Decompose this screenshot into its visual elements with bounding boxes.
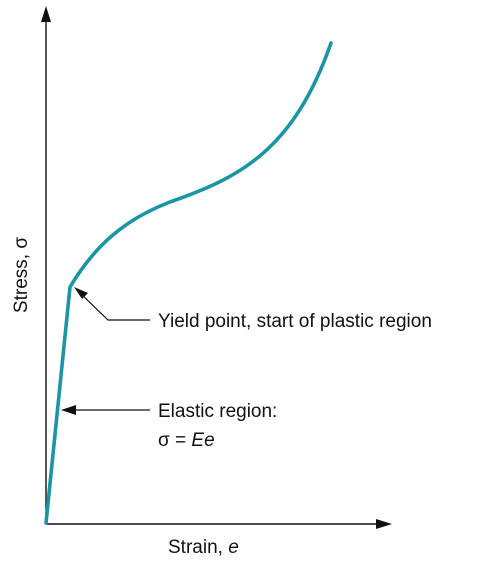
stress-strain-curve — [44, 41, 333, 525]
yield-point-label: Yield point, start of plastic region — [158, 311, 432, 332]
elastic-equation: σ = Ee — [158, 430, 215, 451]
yield-point-arrowhead — [74, 287, 88, 299]
x-axis-label: Strain, e — [168, 537, 239, 558]
elastic-region-label: Elastic region: — [158, 401, 277, 422]
y-axis-label: Stress, σ — [11, 237, 32, 313]
x-axis-label-text: Strain, — [168, 537, 228, 558]
yield-point-leader — [77, 290, 150, 321]
x-axis-arrowhead — [376, 519, 392, 529]
x-axis-label-symbol: e — [228, 537, 239, 558]
elastic-equation-variable: Ee — [191, 430, 214, 451]
elastic-region-arrowhead — [61, 405, 76, 415]
y-axis-arrowhead — [41, 6, 51, 22]
elastic-equation-prefix: σ = — [158, 430, 191, 451]
